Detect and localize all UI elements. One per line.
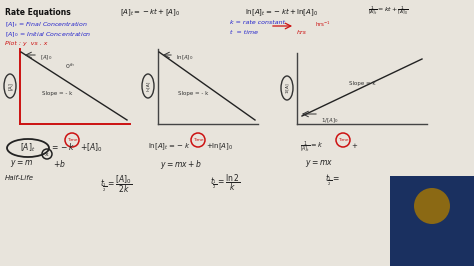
Text: $t_{\frac{1}{2}} =$: $t_{\frac{1}{2}} =$ bbox=[325, 173, 340, 188]
Text: $1/[A]_0$: $1/[A]_0$ bbox=[321, 116, 339, 125]
Text: $\frac{1}{[A]_t} = k$: $\frac{1}{[A]_t} = k$ bbox=[300, 140, 323, 154]
Text: Time: Time bbox=[337, 138, 348, 142]
Text: $[A]_t$: $[A]_t$ bbox=[20, 142, 36, 154]
Text: $\frac{1}{[A]_t} = kt + \frac{1}{[A]_0}$: $\frac{1}{[A]_t} = kt + \frac{1}{[A]_0}$ bbox=[368, 4, 409, 16]
Text: $t_{\frac{1}{2}} = \dfrac{[A]_0}{2k}$: $t_{\frac{1}{2}} = \dfrac{[A]_0}{2k}$ bbox=[100, 173, 133, 195]
Text: $\ln[A]_t = -kt + \ln[A]_0$: $\ln[A]_t = -kt + \ln[A]_0$ bbox=[245, 7, 318, 19]
Text: ln[A]: ln[A] bbox=[146, 81, 150, 91]
Text: Slope = - k: Slope = - k bbox=[178, 91, 209, 96]
Text: x: x bbox=[45, 152, 49, 156]
Text: $y = m$: $y = m$ bbox=[10, 158, 33, 169]
Text: $+ [A]_0$: $+ [A]_0$ bbox=[80, 141, 103, 153]
Text: 1/[A]: 1/[A] bbox=[285, 83, 289, 93]
Text: $[A]_t$ = Final Concentration: $[A]_t$ = Final Concentration bbox=[5, 20, 88, 29]
Text: Time: Time bbox=[193, 138, 203, 142]
Text: Slope = - k: Slope = - k bbox=[42, 91, 73, 96]
Text: Rate Equations: Rate Equations bbox=[5, 8, 71, 17]
Bar bbox=[390, 176, 474, 266]
Text: $t_{\frac{1}{2}} = \dfrac{\ln 2}{k}$: $t_{\frac{1}{2}} = \dfrac{\ln 2}{k}$ bbox=[210, 173, 241, 193]
Bar bbox=[408, 224, 456, 266]
Text: $y = mx$: $y = mx$ bbox=[305, 158, 333, 169]
Text: Half-Life: Half-Life bbox=[5, 175, 34, 181]
Text: $+ \ln[A]_0$: $+ \ln[A]_0$ bbox=[206, 141, 233, 152]
Text: $[A]_0$: $[A]_0$ bbox=[40, 53, 52, 62]
Text: $+ b$: $+ b$ bbox=[53, 158, 66, 169]
Text: $+$: $+$ bbox=[351, 141, 358, 150]
Text: $0^{th}$: $0^{th}$ bbox=[65, 62, 75, 71]
Text: k = rate constant: k = rate constant bbox=[230, 20, 285, 25]
Text: Plot : y  vs . x: Plot : y vs . x bbox=[5, 41, 47, 46]
Text: Time: Time bbox=[67, 138, 77, 142]
Text: hrs$^{-1}$: hrs$^{-1}$ bbox=[315, 20, 331, 29]
Text: t  = time: t = time bbox=[230, 30, 258, 35]
Text: [A]: [A] bbox=[8, 82, 12, 90]
Text: hrs: hrs bbox=[297, 30, 307, 35]
Text: Slope = k: Slope = k bbox=[349, 81, 375, 86]
Circle shape bbox=[414, 188, 450, 224]
Text: $\ln[A]_0$: $\ln[A]_0$ bbox=[176, 53, 193, 62]
Text: $y = mx + b$: $y = mx + b$ bbox=[160, 158, 202, 171]
Text: $= -k$: $= -k$ bbox=[50, 141, 75, 152]
Text: $[A]_t = -kt + [A]_0$: $[A]_t = -kt + [A]_0$ bbox=[120, 7, 180, 19]
Text: $\ln[A]_t = -k$: $\ln[A]_t = -k$ bbox=[148, 141, 190, 152]
Text: $[A]_0$ = Initial Concentration: $[A]_0$ = Initial Concentration bbox=[5, 30, 91, 39]
